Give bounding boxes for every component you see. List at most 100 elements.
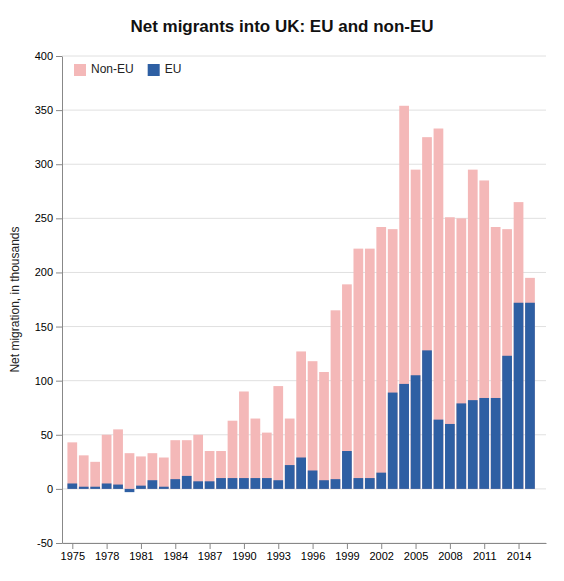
- bar: [216, 478, 226, 489]
- x-tick-label: 1978: [95, 550, 119, 562]
- bar: [136, 456, 146, 488]
- bar: [388, 393, 398, 489]
- bar: [113, 485, 123, 489]
- y-axis-line: [62, 57, 63, 544]
- x-tick-mark: [72, 543, 73, 549]
- y-tick: 50: [41, 429, 62, 441]
- x-tick-mark: [347, 543, 348, 549]
- legend-label: Non-EU: [91, 62, 134, 76]
- bar: [434, 420, 444, 489]
- bar: [262, 478, 272, 489]
- bars: [67, 106, 534, 492]
- x-tick-label: 1990: [232, 550, 256, 562]
- x-tick: 1978: [95, 543, 119, 562]
- y-tick-mark: [56, 543, 62, 544]
- bar: [331, 479, 341, 489]
- y-tick-mark: [56, 327, 62, 328]
- bar: [514, 303, 524, 489]
- legend-swatch: [74, 64, 86, 76]
- bar: [148, 480, 158, 489]
- y-tick-label: 50: [41, 429, 53, 441]
- grid-line: [62, 110, 546, 111]
- bar: [285, 419, 295, 489]
- x-tick: 1987: [198, 543, 222, 562]
- bar: [170, 479, 180, 489]
- bar: [125, 453, 135, 489]
- bar: [159, 487, 169, 489]
- x-tick: 1975: [61, 543, 85, 562]
- y-tick-label: 300: [35, 158, 53, 170]
- x-tick: 2011: [473, 543, 497, 562]
- bar: [90, 487, 100, 489]
- bar: [216, 451, 226, 489]
- chart: 1975197819811984198719901993199619992002…: [0, 0, 564, 581]
- x-tick: 1984: [164, 543, 188, 562]
- y-tick-label: 400: [35, 50, 53, 62]
- bar: [342, 451, 352, 489]
- x-tick-mark: [210, 543, 211, 549]
- bar: [239, 478, 249, 489]
- bar: [79, 455, 89, 489]
- bar: [193, 435, 203, 489]
- bar: [468, 400, 478, 489]
- x-tick-label: 2008: [438, 550, 462, 562]
- y-tick-label: 250: [35, 212, 53, 224]
- bar: [170, 440, 180, 489]
- bar: [102, 483, 112, 488]
- bar: [308, 361, 318, 489]
- bar: [273, 480, 283, 489]
- legend-item: Non-EU: [74, 62, 134, 76]
- y-tick-label: 100: [35, 375, 53, 387]
- x-tick-mark: [450, 543, 451, 549]
- y-tick-mark: [56, 164, 62, 165]
- x-tick-mark: [416, 543, 417, 549]
- bar: [125, 489, 135, 492]
- x-tick: 2002: [369, 543, 393, 562]
- x-tick-label: 1993: [267, 550, 291, 562]
- x-tick: 2014: [507, 543, 531, 562]
- bar: [399, 384, 409, 489]
- bar: [353, 478, 363, 489]
- x-axis-line: [63, 543, 547, 544]
- y-tick: 250: [35, 212, 62, 224]
- y-tick: -50: [37, 537, 62, 549]
- y-tick-label: 200: [35, 266, 53, 278]
- legend-item: EU: [148, 62, 182, 76]
- bar: [79, 487, 89, 489]
- x-tick-label: 1999: [335, 550, 359, 562]
- bar: [205, 451, 215, 489]
- x-tick-label: 2005: [404, 550, 428, 562]
- bar: [411, 375, 421, 489]
- bar: [205, 481, 215, 489]
- bar: [262, 433, 272, 489]
- bar: [296, 458, 306, 489]
- bar: [525, 278, 535, 489]
- legend: Non-EU EU: [74, 62, 181, 76]
- bar: [273, 386, 283, 489]
- x-tick-mark: [313, 543, 314, 549]
- grid-line: [62, 543, 546, 544]
- bar: [376, 473, 386, 489]
- bar: [319, 480, 329, 489]
- legend-label: EU: [165, 62, 182, 76]
- y-tick-mark: [56, 381, 62, 382]
- bar: [376, 227, 386, 489]
- bar: [136, 486, 146, 489]
- y-tick-mark: [56, 435, 62, 436]
- x-tick: 1999: [335, 543, 359, 562]
- bar: [502, 229, 512, 489]
- x-tick-label: 1981: [129, 550, 153, 562]
- x-tick: 1996: [301, 543, 325, 562]
- bar: [479, 398, 489, 489]
- x-tick-mark: [381, 543, 382, 549]
- x-tick-label: 1975: [61, 550, 85, 562]
- bar: [319, 372, 329, 489]
- y-tick-label: 350: [35, 104, 53, 116]
- x-tick-label: 1996: [301, 550, 325, 562]
- x-tick-label: 2014: [507, 550, 531, 562]
- bar: [468, 170, 478, 489]
- bar: [514, 202, 524, 489]
- bar: [182, 476, 192, 489]
- x-tick: 2008: [438, 543, 462, 562]
- bar: [331, 310, 341, 489]
